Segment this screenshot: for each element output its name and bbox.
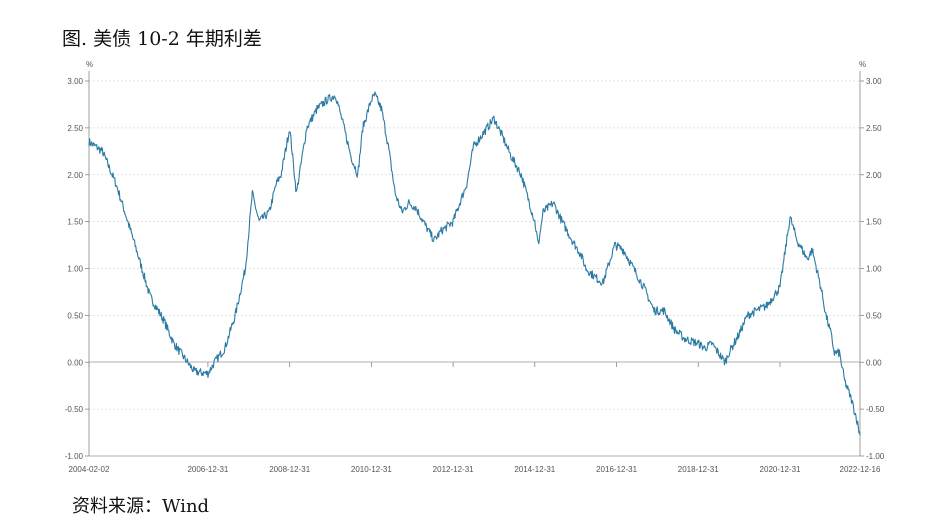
- y-tick-label-left: 0.00: [67, 358, 83, 367]
- x-tick-label: 2004-02-02: [69, 465, 110, 474]
- axes: [88, 71, 861, 457]
- y-tick-label-left: -1.00: [65, 452, 84, 461]
- y-axis-left: -1.00 -0.50 0.00 0.50 1.00 1.50 2.00 2.50 3.00: [65, 77, 89, 461]
- y-tick-label-right: 1.00: [866, 265, 882, 274]
- series-line: [88, 91, 861, 436]
- y-tick-label-right: 2.50: [866, 124, 882, 133]
- x-tick-label: 2006-12-31: [187, 465, 228, 474]
- y-tick-label-left: 0.50: [67, 311, 83, 320]
- x-tick-label: 2022-12-16: [840, 465, 881, 474]
- x-tick-label: 2016-12-31: [596, 465, 637, 474]
- y-tick-label-right: 0.50: [866, 311, 882, 320]
- grid-lines: [89, 80, 860, 410]
- source-note: 资料来源：Wind: [72, 496, 210, 517]
- y-tick-label-left: 1.00: [67, 265, 83, 274]
- y-tick-label-right: -1.00: [866, 452, 885, 461]
- x-tick-label: 2010-12-31: [351, 465, 392, 474]
- x-axis: 2004-02-02 2006-12-31 2008-12-31 2010-12-31…: [69, 362, 881, 474]
- y-axis-right-unit: %: [859, 60, 866, 69]
- y-tick-label-left: 3.00: [67, 77, 83, 86]
- y-tick-label-left: 2.00: [67, 171, 83, 180]
- x-tick-label: 2012-12-31: [433, 465, 474, 474]
- x-tick-label: 2020-12-31: [760, 465, 801, 474]
- y-tick-label-left: 1.50: [67, 218, 83, 227]
- y-tick-label-right: 3.00: [866, 77, 882, 86]
- y-tick-label-left: 2.50: [67, 124, 83, 133]
- x-tick-label: 2008-12-31: [269, 465, 310, 474]
- y-tick-label-right: 1.50: [866, 218, 882, 227]
- y-tick-label-right: 0.00: [866, 358, 882, 367]
- figure-title: 图. 美债 10-2 年期利差: [62, 28, 262, 50]
- y-axis-left-unit: %: [86, 60, 93, 69]
- y-axis-right: -1.00 -0.50 0.00 0.50 1.00 1.50 2.00 2.50 3.00: [860, 77, 885, 461]
- y-tick-label-right: 2.00: [866, 171, 882, 180]
- x-tick-label: 2014-12-31: [514, 465, 555, 474]
- y-tick-label-left: -0.50: [65, 405, 84, 414]
- y-tick-label-right: -0.50: [866, 405, 885, 414]
- x-tick-label: 2018-12-31: [678, 465, 719, 474]
